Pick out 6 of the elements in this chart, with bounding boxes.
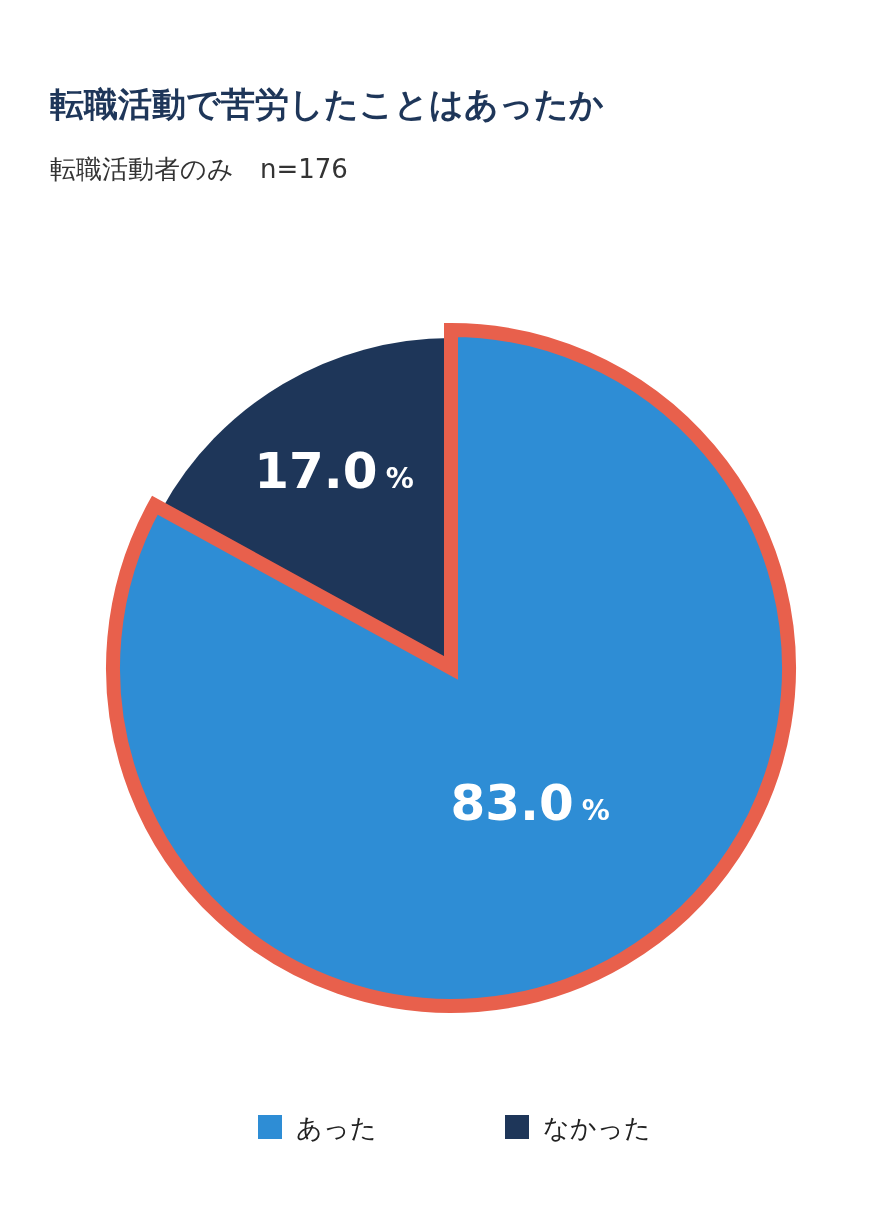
legend-label: あった: [296, 1113, 377, 1143]
data-label: 17.0 %: [254, 442, 414, 501]
chart-title: 転職活動で苦労したことはあったか: [50, 84, 604, 124]
legend-label: なかった: [543, 1113, 651, 1143]
chart-subtitle: 転職活動者のみ n=176: [50, 154, 348, 184]
data-label: 83.0 %: [450, 773, 610, 832]
